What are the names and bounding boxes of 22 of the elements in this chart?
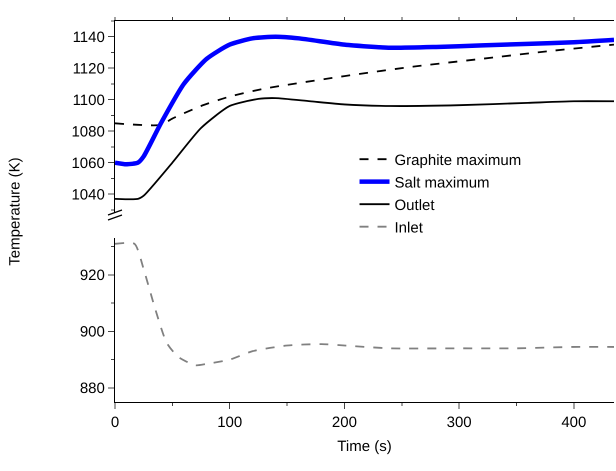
x-axis-title: Time (s)	[337, 438, 392, 456]
x-tick-label: 400	[561, 414, 586, 432]
legend-label: Inlet	[394, 220, 424, 237]
y-tick-label: 900	[80, 324, 105, 341]
x-tick-label: 200	[332, 414, 357, 432]
y-axis-title: Temperature (K)	[6, 157, 24, 266]
y-tick-label: 1100	[72, 92, 105, 109]
y-tick-label: 1060	[71, 154, 105, 172]
line-series	[115, 34, 614, 166]
x-tick-label: 0	[110, 414, 120, 432]
x-tick-label: 100	[217, 414, 242, 432]
y-tick-label: 920	[80, 267, 105, 284]
y-tick-label: 1120	[72, 60, 105, 78]
y-tick-label: 880	[80, 380, 105, 398]
line-series	[115, 242, 614, 366]
legend-label: Salt maximum	[394, 174, 490, 192]
y-tick-label: 1140	[72, 28, 105, 46]
legend-label: Graphite maximum	[394, 152, 522, 170]
x-tick-label: 300	[446, 414, 472, 432]
legend-label: Outlet	[394, 197, 436, 214]
y-tick-label: 1040	[71, 186, 105, 204]
y-tick-label: 1080	[71, 123, 105, 140]
